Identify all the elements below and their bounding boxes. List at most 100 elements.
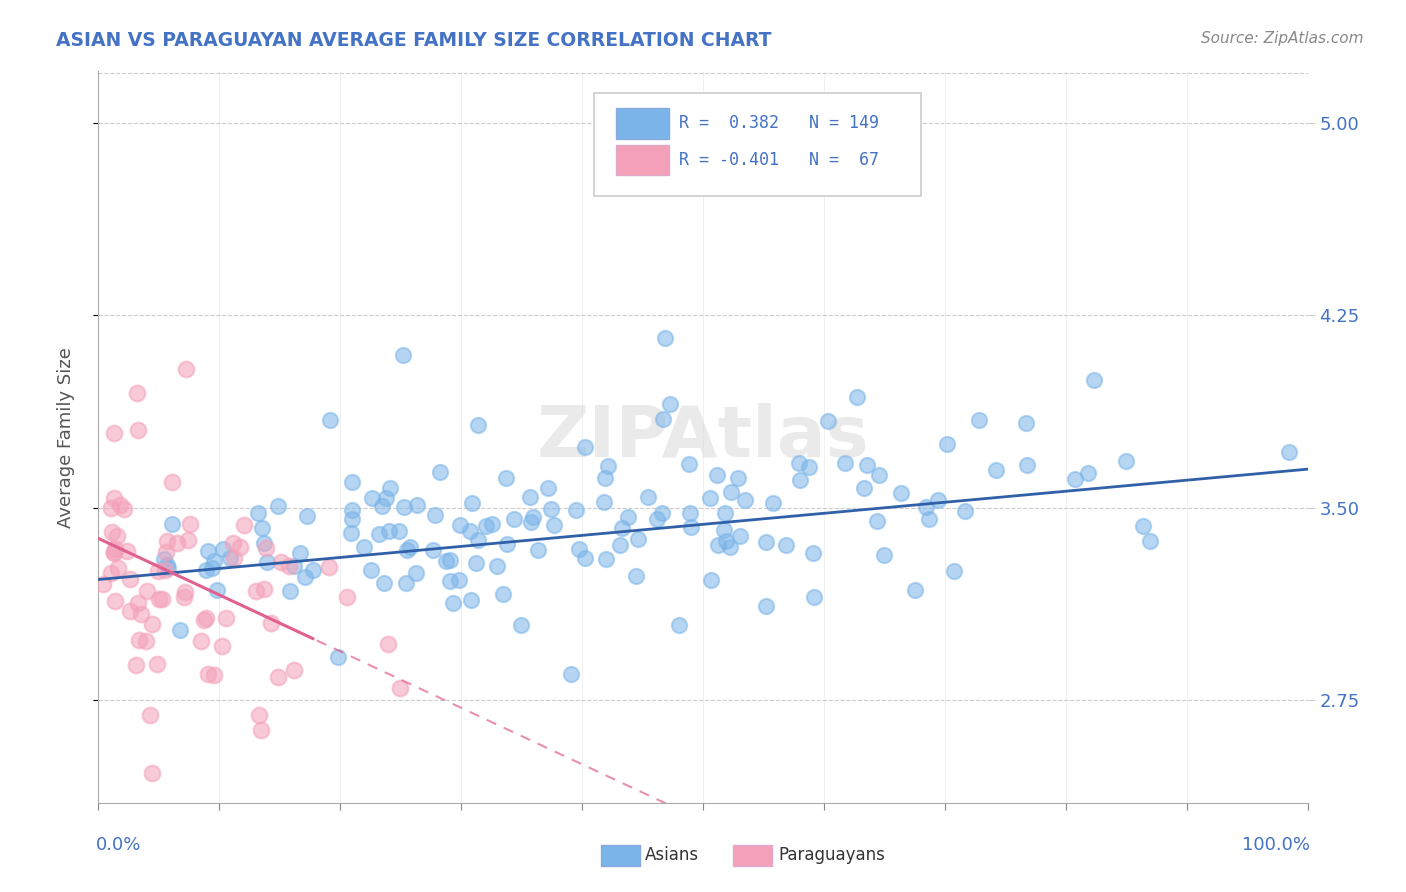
Point — [127, 596, 149, 610]
Point — [467, 533, 489, 547]
Point — [834, 456, 856, 470]
Point — [567, 542, 589, 557]
Point — [917, 512, 939, 526]
Text: R = -0.401   N =  67: R = -0.401 N = 67 — [679, 151, 879, 169]
Point — [439, 574, 461, 588]
Point — [128, 632, 150, 647]
Point — [624, 569, 647, 583]
Point — [651, 411, 673, 425]
Point — [714, 506, 737, 520]
Point — [127, 385, 149, 400]
Point — [201, 561, 224, 575]
Point — [866, 514, 889, 528]
Point — [290, 546, 312, 560]
Point — [100, 501, 122, 516]
Point — [256, 555, 278, 569]
Point — [467, 417, 489, 432]
Point — [148, 564, 170, 578]
Point — [755, 599, 778, 613]
Point — [1063, 472, 1085, 486]
Point — [441, 595, 464, 609]
Point — [1139, 533, 1161, 548]
Text: R =  0.382   N = 149: R = 0.382 N = 149 — [679, 114, 879, 132]
Point — [197, 667, 219, 681]
Point — [755, 121, 778, 136]
Text: 100.0%: 100.0% — [1241, 836, 1310, 854]
Point — [120, 572, 142, 586]
Point — [202, 668, 225, 682]
Point — [388, 681, 411, 695]
Point — [294, 570, 316, 584]
Point — [360, 563, 382, 577]
Point — [904, 582, 927, 597]
Point — [283, 558, 305, 573]
Point — [481, 516, 503, 531]
Point — [803, 590, 825, 604]
Point — [125, 657, 148, 672]
Point — [207, 583, 229, 598]
Point — [734, 493, 756, 508]
Point — [730, 529, 752, 543]
Point — [100, 566, 122, 580]
Point — [139, 707, 162, 722]
Point — [1132, 519, 1154, 533]
Point — [1015, 458, 1038, 472]
Point — [617, 510, 640, 524]
Point — [155, 533, 177, 548]
Point — [371, 500, 394, 514]
Point — [353, 541, 375, 555]
Point — [340, 503, 363, 517]
Point — [103, 545, 125, 559]
Point — [380, 481, 402, 495]
Point — [361, 491, 384, 505]
Point — [190, 633, 212, 648]
Point — [107, 561, 129, 575]
Point — [105, 529, 128, 543]
Point — [574, 441, 596, 455]
Point — [110, 498, 132, 512]
Point — [211, 639, 233, 653]
Point — [915, 500, 938, 515]
Point — [495, 471, 517, 485]
Point — [374, 491, 396, 506]
Point — [278, 559, 301, 574]
Point — [253, 536, 276, 550]
Point — [229, 540, 252, 554]
Point — [155, 558, 177, 573]
Point — [645, 512, 668, 526]
Point — [627, 533, 650, 547]
Point — [714, 534, 737, 549]
Point — [526, 542, 548, 557]
Point — [706, 468, 728, 483]
Point — [936, 437, 959, 451]
Point — [373, 575, 395, 590]
Point — [1278, 444, 1301, 458]
Point — [283, 663, 305, 677]
Point — [395, 575, 418, 590]
Point — [148, 591, 170, 606]
Point — [218, 551, 240, 566]
Point — [519, 490, 541, 504]
Point — [797, 460, 820, 475]
Point — [707, 538, 730, 552]
Point — [101, 524, 124, 539]
Point — [319, 413, 342, 427]
Point — [136, 583, 159, 598]
Point — [250, 520, 273, 534]
Point — [868, 468, 890, 483]
Point — [150, 591, 173, 606]
Point — [318, 559, 340, 574]
Point — [391, 348, 413, 362]
Point — [368, 527, 391, 541]
Point — [439, 553, 461, 567]
Point — [610, 521, 633, 535]
Point — [340, 525, 363, 540]
Point — [969, 413, 991, 427]
Point — [326, 650, 349, 665]
Point — [202, 554, 225, 568]
Point — [953, 504, 976, 518]
Point — [270, 555, 292, 569]
Point — [141, 617, 163, 632]
Point — [460, 524, 482, 538]
Point — [425, 508, 447, 523]
